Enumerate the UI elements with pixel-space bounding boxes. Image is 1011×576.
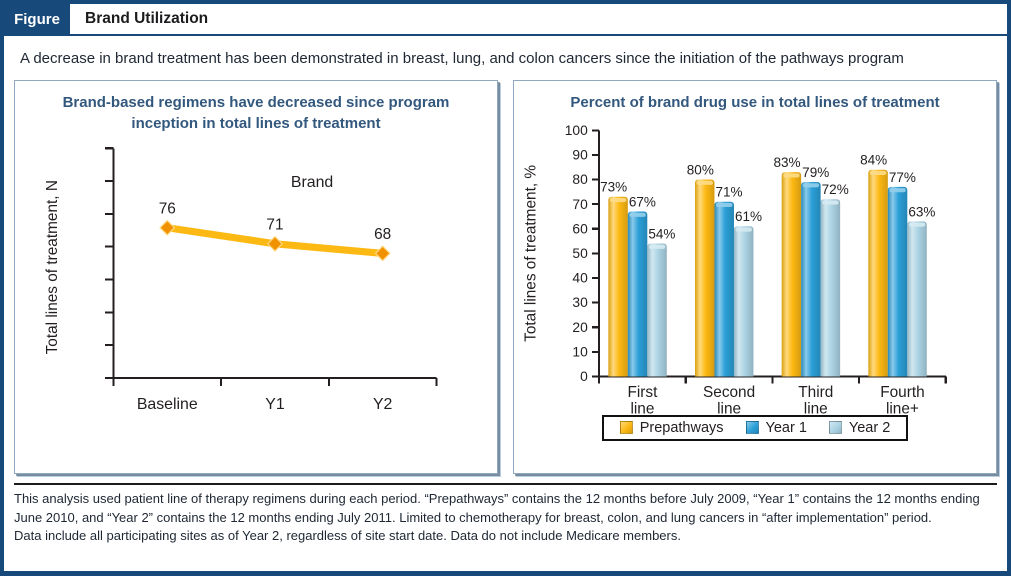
bar-value-label: 71% — [716, 184, 743, 199]
bar-value-label: 79% — [802, 164, 829, 179]
bar-top-highlight — [822, 199, 839, 205]
bar-value-label: 63% — [908, 204, 935, 219]
x-category-label: Fourth — [880, 383, 924, 400]
figure-tab-label: Figure — [4, 4, 70, 34]
y-tick-label: 20 — [572, 318, 588, 334]
bar-prepathways — [868, 169, 888, 376]
x-category-label: Baseline — [137, 396, 198, 413]
y-tick-label: 70 — [572, 195, 588, 211]
legend-swatch-icon — [619, 421, 633, 435]
line-chart-panel: Brand-based regimens have decreased sinc… — [14, 80, 498, 475]
bar-value-label: 67% — [629, 194, 656, 209]
bar-year-2 — [907, 220, 927, 376]
data-point-label: 68 — [374, 226, 391, 243]
bar-year-1 — [714, 201, 734, 376]
x-category-label: Y2 — [373, 396, 393, 413]
bar-year-2 — [820, 198, 841, 376]
bar-prepathways — [781, 171, 802, 376]
bar-prepathways — [695, 179, 715, 376]
footnote: This analysis used patient line of thera… — [14, 483, 997, 545]
bar-top-highlight — [889, 187, 906, 192]
bar-chart-panel: Percent of brand drug use in total lines… — [513, 80, 997, 475]
line-chart: Total lines of treatment, N Brand 76 71 68 Ba… — [44, 146, 438, 413]
bar-value-label: 72% — [822, 182, 849, 197]
legend-swatch-icon — [745, 421, 759, 435]
legend-label: Year 2 — [848, 419, 891, 436]
bar-value-label: 80% — [687, 162, 714, 177]
legend-item-prepathways: Prepathways — [619, 419, 724, 436]
line-chart-title: Brand-based regimens have decreased sinc… — [62, 94, 450, 132]
bar-top-highlight — [869, 170, 887, 175]
y-tick-label: 40 — [572, 269, 588, 285]
data-point-label: 76 — [159, 200, 176, 217]
bar-year-1 — [801, 181, 821, 376]
chart-legend: Prepathways Year 1 Year 2 — [514, 414, 996, 441]
bar-top-highlight — [609, 197, 627, 202]
line-series-label: Brand — [291, 174, 333, 191]
bar-year-1 — [887, 186, 908, 376]
bar-year-2 — [647, 243, 667, 376]
x-category-label: Second — [703, 383, 755, 400]
y-tick-label: 100 — [565, 121, 588, 137]
figure-title: Brand Utilization — [85, 10, 209, 27]
footnote-line: Data include all participating sites as … — [14, 528, 681, 544]
bar-chart: Total lines of treatment, % 0 10 20 30 40 50 60… — [523, 121, 947, 417]
y-tick-label: 50 — [572, 244, 588, 260]
legend-label: Prepathways — [639, 419, 724, 436]
x-category-label: line — [804, 400, 828, 417]
bar-year-2 — [733, 225, 754, 376]
bar-value-label: 77% — [889, 169, 916, 184]
footnote-line: June 2010, and “Year 2” contains the 12 … — [14, 509, 932, 525]
bar-value-label: 61% — [735, 209, 762, 224]
bar-top-highlight — [908, 222, 926, 227]
bar-top-highlight — [783, 172, 800, 177]
legend-swatch-icon — [828, 421, 842, 435]
x-category-label: Third — [798, 383, 833, 400]
footnote-line: This analysis used patient line of thera… — [14, 491, 980, 507]
y-tick-label: 30 — [572, 294, 588, 310]
x-category-label: line — [717, 400, 741, 417]
data-point-label: 71 — [266, 216, 283, 233]
y-tick-label: 90 — [572, 146, 588, 162]
bar-value-label: 73% — [600, 179, 627, 194]
bar-value-label: 84% — [860, 152, 887, 167]
bar-top-highlight — [696, 180, 713, 185]
x-category-label: line — [630, 400, 654, 417]
bar-top-highlight — [648, 244, 666, 249]
x-category-label: line+ — [886, 400, 919, 417]
bar-prepathways — [608, 196, 628, 376]
bar-year-1 — [627, 211, 648, 376]
legend-item-year-1: Year 1 — [745, 419, 807, 436]
y-tick-label: 80 — [572, 171, 588, 187]
data-point-marker — [266, 235, 284, 252]
y-tick-label: 60 — [572, 220, 588, 236]
charts-row: Brand-based regimens have decreased sinc… — [14, 80, 997, 475]
chart-legend-box: Prepathways Year 1 Year 2 — [601, 414, 909, 441]
bar-chart-title: Percent of brand drug use in total lines… — [570, 94, 940, 112]
figure-header: Figure Brand Utilization — [4, 4, 1007, 36]
bar-chart-ylabel: Total lines of treatment, % — [523, 164, 540, 341]
bar-top-highlight — [716, 202, 733, 207]
y-tick-label: 10 — [572, 343, 588, 359]
data-point-marker — [159, 219, 176, 236]
x-category-label: Y1 — [265, 396, 285, 413]
bar-value-label: 83% — [773, 155, 800, 170]
line-chart-axes — [112, 148, 437, 379]
bar-top-highlight — [802, 182, 820, 187]
bar-top-highlight — [735, 227, 752, 232]
figure-caption: A decrease in brand treatment has been d… — [20, 50, 904, 67]
bar-value-label: 54% — [648, 226, 675, 241]
legend-label: Year 1 — [765, 419, 807, 436]
data-point-marker — [374, 245, 391, 262]
line-chart-ylabel: Total lines of treatment, N — [44, 180, 61, 354]
y-tick-label: 0 — [580, 368, 588, 384]
legend-item-year-2: Year 2 — [828, 419, 891, 436]
bar-top-highlight — [629, 212, 646, 217]
x-category-label: First — [627, 383, 658, 400]
